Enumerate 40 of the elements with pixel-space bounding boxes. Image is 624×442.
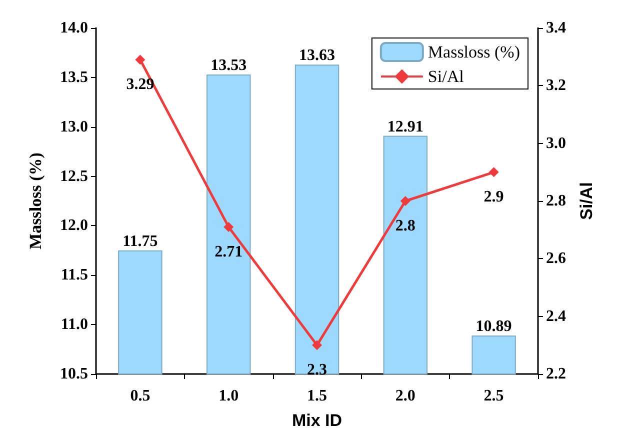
legend-label: Massloss (%)	[428, 42, 520, 62]
y-axis-title: Massloss (%)	[26, 152, 45, 250]
y-tick-label: 10.5	[60, 366, 88, 382]
y-tick-label: 11.0	[60, 316, 88, 334]
x-tick-label: 2.5	[484, 388, 504, 404]
y-tick-label: 11.5	[60, 266, 88, 284]
y-tick-label: 12.0	[60, 217, 88, 234]
point	[400, 196, 410, 206]
y2-tick-label: 3.0	[546, 134, 566, 152]
x-tick-label: 1.5	[307, 388, 327, 404]
data-label: 2.3	[307, 362, 327, 379]
data-label: 13.53	[210, 56, 247, 74]
y2-tick-label: 3.4	[546, 20, 566, 36]
y2-axis-title: Si/Al	[577, 182, 596, 220]
x-tick-label: 0.5	[130, 388, 150, 404]
data-label: 2.8	[395, 218, 416, 234]
data-label: 12.91	[387, 118, 424, 136]
data-label: 2.9	[484, 188, 504, 206]
y-tick-label: 13.5	[60, 68, 88, 86]
y2-tick-label: 3.2	[546, 77, 566, 94]
data-label: 11.75	[122, 232, 158, 250]
legend-label: Si/Al	[428, 67, 464, 86]
y2-tick-label: 2.2	[546, 366, 566, 382]
y2-tick-label: 2.6	[546, 250, 566, 268]
data-label: 3.29	[126, 76, 154, 94]
point	[224, 222, 234, 232]
y2-tick-label: 2.4	[546, 308, 566, 325]
y2-tick-label: 2.8	[546, 192, 566, 210]
data-label: 10.89	[476, 318, 512, 335]
data-label: 13.63	[299, 47, 335, 64]
data-label: 2.71	[214, 243, 243, 260]
y-tick-label: 12.5	[60, 168, 88, 185]
y-tick-label: 13.0	[60, 118, 88, 136]
y-tick-label: 14.0	[60, 20, 88, 36]
x-axis-title: Mix ID	[292, 411, 342, 430]
point	[488, 167, 499, 178]
point	[312, 340, 322, 350]
point	[135, 54, 146, 65]
x-tick-label: 2.0	[395, 388, 416, 404]
x-tick-label: 1.0	[218, 388, 239, 404]
